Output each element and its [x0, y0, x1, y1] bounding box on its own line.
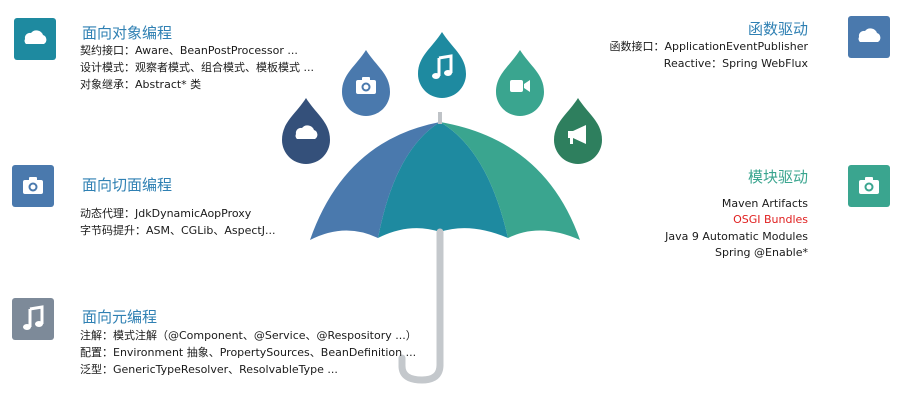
cloud-icon [14, 18, 56, 60]
music-note-icon [12, 298, 54, 340]
drop-camera [342, 50, 390, 116]
aop-line-2: 字节码提升：ASM、CGLib、AspectJ... [80, 224, 276, 237]
aop-title: 面向切面编程 [82, 176, 173, 194]
drop-megaphone [554, 98, 602, 164]
oop-line-2: 设计模式：观察者模式、组合模式、模板模式 ... [80, 61, 314, 74]
module-line-4: Spring @Enable* [715, 246, 808, 259]
meta-line-3: 泛型：GenericTypeResolver、ResolvableType ..… [80, 363, 338, 376]
meta-line-2: 配置：Environment 抽象、PropertySources、BeanDe… [80, 346, 417, 359]
func-line-2: Reactive：Spring WebFlux [663, 57, 808, 70]
umbrella-panel-left [310, 122, 440, 240]
drop-music [418, 32, 466, 98]
func-line-1: 函数接口：ApplicationEventPublisher [609, 40, 808, 53]
cloud-icon [848, 16, 890, 58]
func-title: 函数驱动 [747, 20, 808, 38]
meta-title: 面向元编程 [82, 308, 158, 326]
umbrella-handle [398, 228, 444, 384]
meta-line-1: 注解：模式注解（@Component、@Service、@Respository… [80, 329, 417, 342]
drop-cloud [282, 98, 330, 164]
aop-line-1: 动态代理：JdkDynamicAopProxy [80, 207, 252, 220]
module-line-2: OSGI Bundles [733, 213, 808, 226]
module-title: 模块驱动 [747, 168, 808, 186]
camera-icon [848, 165, 890, 207]
drop-video [496, 50, 544, 116]
umbrella-panel-center [378, 122, 508, 238]
umbrella-panel-right [440, 122, 580, 240]
oop-line-1: 契约接口：Aware、BeanPostProcessor ... [80, 44, 298, 57]
oop-title: 面向对象编程 [82, 24, 173, 42]
oop-line-3: 对象继承：Abstract* 类 [80, 78, 202, 91]
module-line-3: Java 9 Automatic Modules [665, 230, 808, 243]
module-line-1: Maven Artifacts [721, 197, 808, 210]
camera-icon [12, 165, 54, 207]
